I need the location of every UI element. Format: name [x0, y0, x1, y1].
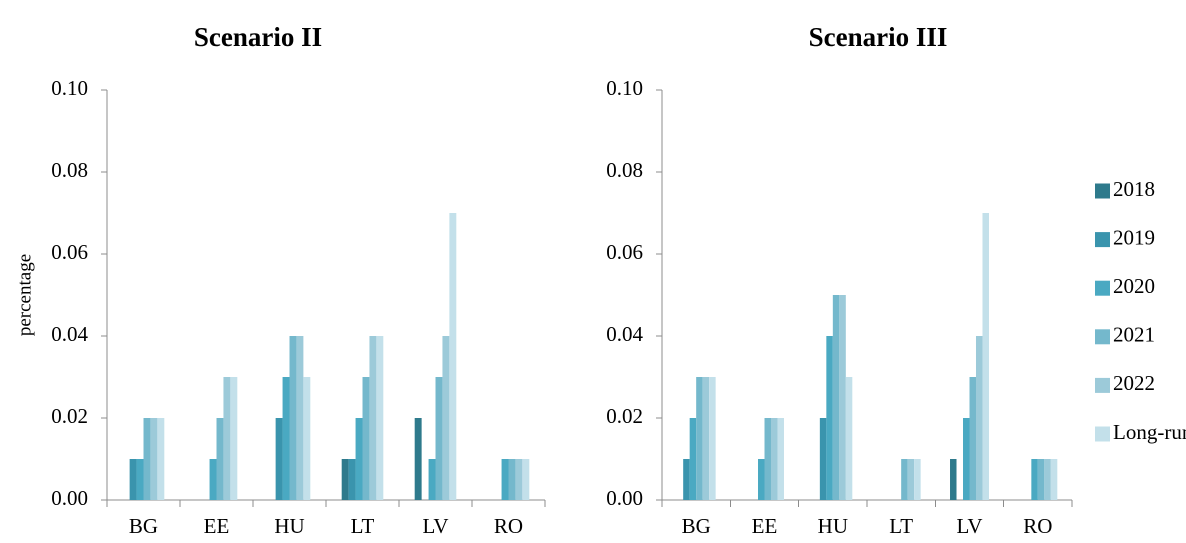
chart1-bar-bg-long-run — [157, 418, 165, 500]
chart2-bar-ro-2022 — [1044, 459, 1051, 500]
chart2-x-tick-label: HU — [818, 514, 848, 538]
chart1-bar-lt-2019 — [348, 459, 356, 500]
chart1-x-tick-label: BG — [129, 514, 158, 538]
legend-swatch — [1095, 329, 1110, 345]
chart1-bar-ee-2021 — [216, 418, 224, 500]
chart1-bar-bg-2021 — [143, 418, 151, 500]
chart2-x-tick-label: EE — [752, 514, 778, 538]
chart1-bar-ro-long-run — [522, 459, 530, 500]
chart2-bar-ro-2020 — [1031, 459, 1038, 500]
legend-label: 2019 — [1113, 225, 1155, 249]
chart2-bar-lv-long-run — [982, 213, 989, 500]
chart1-y-tick-label: 0.00 — [51, 486, 88, 510]
chart1-y-tick-label: 0.10 — [51, 76, 88, 100]
chart1-bar-lt-long-run — [376, 336, 384, 500]
chart1-bar-lt-2018 — [341, 459, 349, 500]
chart1-bar-hu-2020 — [282, 377, 290, 500]
chart2-bar-hu-2019 — [819, 418, 827, 500]
chart1-bar-bg-2020 — [136, 459, 144, 500]
legend-label: Long-run — [1113, 420, 1186, 444]
chart1-x-tick-label: LT — [351, 514, 375, 538]
chart1-bar-hu-2019 — [275, 418, 283, 500]
chart1-y-tick-label: 0.06 — [51, 240, 88, 264]
chart1-bar-ro-2021 — [508, 459, 516, 500]
chart2-y-tick-label: 0.00 — [606, 486, 643, 510]
chart2-x-tick-label: LV — [956, 514, 982, 538]
chart1-bar-lt-2020 — [355, 418, 363, 500]
chart1-bar-ee-2020 — [209, 459, 217, 500]
chart2-bar-bg-2022 — [702, 377, 710, 500]
chart2-bar-bg-2020 — [689, 418, 697, 500]
chart2-x-tick-label: RO — [1023, 514, 1052, 538]
chart1-bar-lt-2022 — [369, 336, 377, 500]
chart2-bar-bg-2021 — [696, 377, 703, 500]
chart1-x-tick-label: RO — [494, 514, 523, 538]
chart1-bar-hu-long-run — [303, 377, 311, 500]
chart1-bar-ee-long-run — [230, 377, 238, 500]
chart2-y-tick-label: 0.08 — [606, 158, 643, 182]
chart2-bar-lv-2021 — [969, 377, 976, 500]
chart1-bar-ee-2022 — [223, 377, 231, 500]
chart1-bar-lv-2021 — [435, 377, 443, 500]
chart1-bar-hu-2022 — [296, 336, 304, 500]
chart2-bar-lv-2020 — [963, 418, 970, 500]
chart2-bar-ee-2022 — [770, 418, 778, 500]
legend-swatch — [1095, 377, 1110, 393]
chart2-bar-ro-long-run — [1050, 459, 1058, 500]
chart1-y-tick-label: 0.04 — [51, 322, 88, 346]
chart1-bar-bg-2022 — [150, 418, 158, 500]
chart1-bar-ro-2020 — [501, 459, 509, 500]
chart2-bar-lv-2018 — [950, 459, 957, 500]
chart1-bar-lv-2020 — [428, 459, 436, 500]
chart1-x-tick-label: HU — [274, 514, 304, 538]
chart1-bar-lt-2021 — [362, 377, 370, 500]
chart2-title: Scenario III — [809, 22, 948, 52]
chart2-bar-bg-long-run — [709, 377, 716, 500]
legend-label: 2022 — [1113, 371, 1155, 395]
chart2-y-tick-label: 0.10 — [606, 76, 643, 100]
legend-swatch — [1095, 280, 1110, 296]
chart1-bar-lv-2022 — [442, 336, 450, 500]
chart2-bar-ee-2020 — [758, 459, 765, 500]
chart1-y-tick-label: 0.08 — [51, 158, 88, 182]
legend-label: 2020 — [1113, 274, 1155, 298]
chart2-x-tick-label: BG — [682, 514, 711, 538]
chart2-bar-lt-2021 — [901, 459, 908, 500]
chart1-y-tick-label: 0.02 — [51, 404, 88, 428]
chart2-bar-lv-2022 — [975, 336, 983, 500]
legend-label: 2018 — [1113, 177, 1155, 201]
chart1-title: Scenario II — [194, 22, 322, 52]
chart1-bar-bg-2019 — [129, 459, 137, 500]
legend-label: 2021 — [1113, 323, 1155, 347]
chart2-x-tick-label: LT — [889, 514, 913, 538]
legend-swatch — [1095, 232, 1110, 248]
chart2-bar-lt-long-run — [914, 459, 921, 500]
legend-swatch — [1095, 183, 1110, 199]
chart2-y-tick-label: 0.04 — [606, 322, 643, 346]
chart1-x-tick-label: EE — [204, 514, 230, 538]
chart2-bar-lt-2022 — [907, 459, 915, 500]
chart1-bar-lv-long-run — [449, 213, 457, 500]
chart2-bar-ro-2021 — [1037, 459, 1045, 500]
chart2-y-tick-label: 0.02 — [606, 404, 643, 428]
chart2-bar-ee-2021 — [764, 418, 771, 500]
chart1-y-axis-label: percentage — [14, 254, 35, 336]
legend-swatch — [1095, 426, 1110, 442]
chart2-bar-hu-2022 — [839, 295, 846, 500]
chart1-bar-hu-2021 — [289, 336, 297, 500]
chart2-y-tick-label: 0.06 — [606, 240, 643, 264]
chart1-x-tick-label: LV — [422, 514, 448, 538]
chart2-bar-hu-long-run — [845, 377, 853, 500]
chart2-bar-ee-long-run — [777, 418, 784, 500]
chart1-bar-lv-2018 — [414, 418, 422, 500]
chart2-bar-hu-2020 — [826, 336, 833, 500]
chart2-bar-bg-2019 — [683, 459, 690, 500]
chart2-bar-hu-2021 — [832, 295, 840, 500]
chart1-bar-ro-2022 — [515, 459, 523, 500]
